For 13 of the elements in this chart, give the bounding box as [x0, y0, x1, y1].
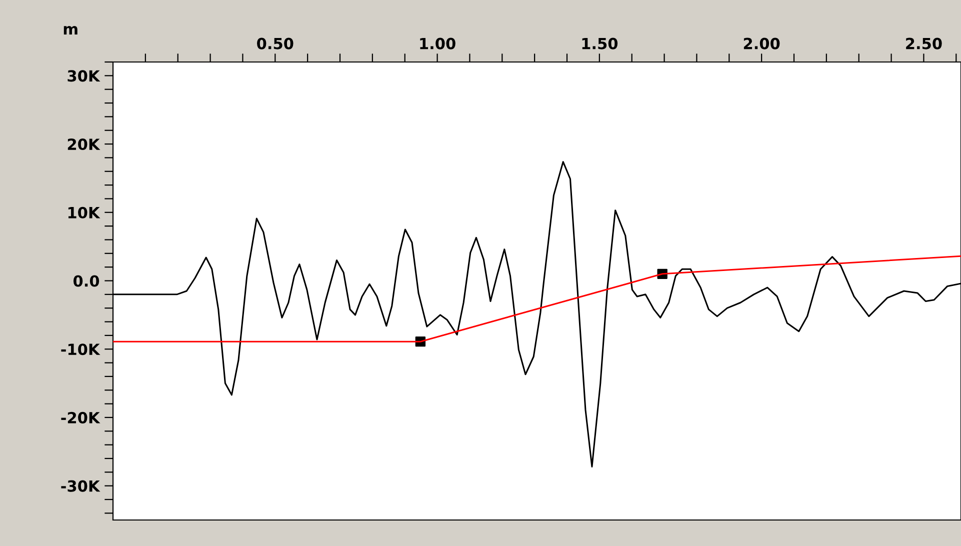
y-tick-label: -30K	[61, 480, 100, 492]
x-tick-label: 2.00	[744, 38, 780, 50]
x-tick-label: 1.00	[420, 38, 456, 50]
x-axis-title: m	[64, 26, 78, 35]
y-tick-label: -10K	[61, 344, 100, 356]
x-tick-label: 2.50	[906, 38, 942, 50]
x-tick-label: 0.50	[257, 38, 294, 50]
y-tick-label: -20K	[61, 412, 100, 424]
y-tick-label: 30K	[68, 70, 100, 82]
y-tick-label: 0.0	[73, 275, 100, 287]
y-tick-label: 20K	[68, 138, 100, 150]
x-tick-label: 1.50	[582, 38, 618, 50]
y-tick-label: 10K	[68, 206, 100, 218]
